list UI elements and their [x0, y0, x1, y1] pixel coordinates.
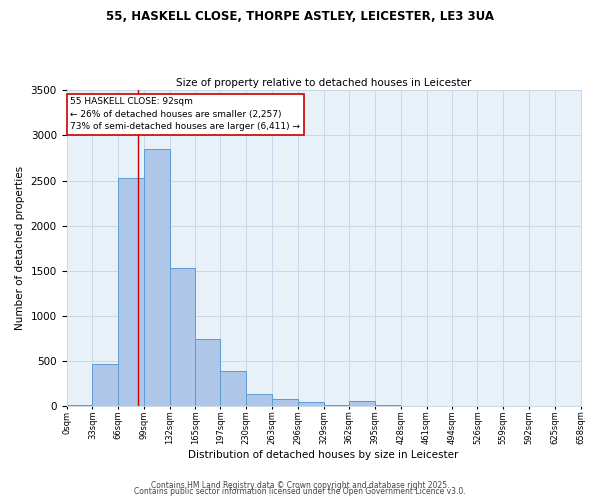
Bar [92, 364, 118, 406]
Bar [196, 338, 220, 406]
Bar [144, 149, 170, 406]
Bar [118, 178, 144, 406]
Text: Contains HM Land Registry data © Crown copyright and database right 2025.: Contains HM Land Registry data © Crown c… [151, 481, 449, 490]
Bar [67, 405, 92, 406]
Bar [246, 394, 272, 406]
X-axis label: Distribution of detached houses by size in Leicester: Distribution of detached houses by size … [188, 450, 459, 460]
Bar [220, 371, 246, 406]
Text: 55, HASKELL CLOSE, THORPE ASTLEY, LEICESTER, LE3 3UA: 55, HASKELL CLOSE, THORPE ASTLEY, LEICES… [106, 10, 494, 23]
Title: Size of property relative to detached houses in Leicester: Size of property relative to detached ho… [176, 78, 471, 88]
Bar [298, 402, 323, 406]
Y-axis label: Number of detached properties: Number of detached properties [15, 166, 25, 330]
Bar [272, 399, 298, 406]
Text: Contains public sector information licensed under the Open Government Licence v3: Contains public sector information licen… [134, 488, 466, 496]
Bar [349, 401, 375, 406]
Text: 55 HASKELL CLOSE: 92sqm
← 26% of detached houses are smaller (2,257)
73% of semi: 55 HASKELL CLOSE: 92sqm ← 26% of detache… [70, 98, 301, 132]
Bar [170, 268, 196, 406]
